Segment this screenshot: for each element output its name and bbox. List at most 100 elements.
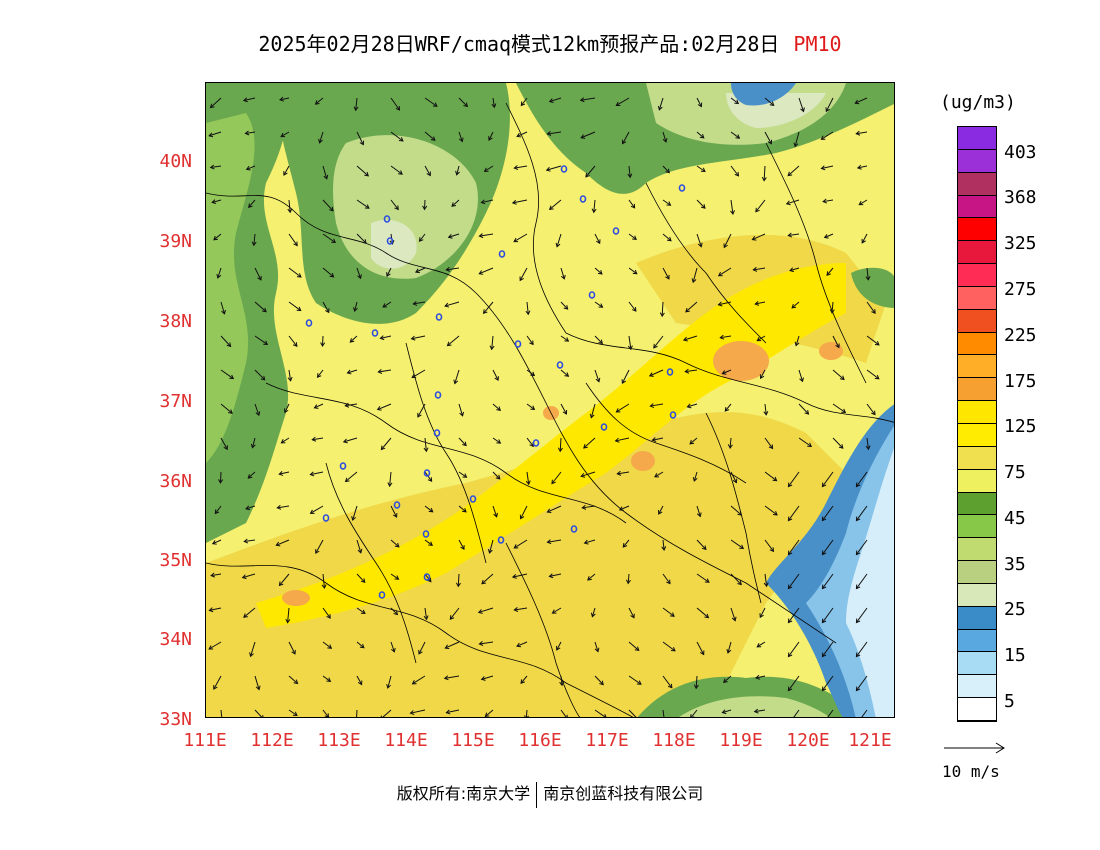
wind-reference-label: 10 m/s xyxy=(942,762,1000,781)
wind-arrow-head xyxy=(329,206,334,212)
wind-arrow xyxy=(520,97,528,106)
wind-arrow-head xyxy=(426,171,431,177)
wind-arrow xyxy=(760,369,766,379)
footer-separator xyxy=(536,781,538,808)
legend-level: 5 xyxy=(1004,691,1015,712)
wind-arrow-head xyxy=(228,409,233,414)
legend-level: 25 xyxy=(1004,599,1026,620)
wind-arrow-head xyxy=(734,99,740,105)
wind-arrow xyxy=(390,539,400,548)
wind-arrow-head xyxy=(772,476,778,482)
wind-arrow-head xyxy=(685,307,690,313)
wind-arrow xyxy=(696,539,707,550)
lon-label-120e: 120E xyxy=(786,730,830,751)
wind-arrow xyxy=(514,607,528,611)
wind-arrow-head xyxy=(630,203,636,209)
wind-arrow xyxy=(619,505,630,511)
wind-arrow xyxy=(628,607,635,618)
wind-arrow-head xyxy=(449,615,455,620)
wind-arrow-head xyxy=(794,341,800,347)
wind-arrow xyxy=(764,573,768,587)
wind-arrow xyxy=(696,165,706,172)
wind-arrow xyxy=(798,403,809,415)
station-marker xyxy=(386,237,394,245)
wind-arrow xyxy=(662,199,671,206)
station-marker xyxy=(423,469,431,477)
wind-arrow-head xyxy=(353,307,358,313)
wind-arrow-head xyxy=(564,337,570,342)
wind-arrow xyxy=(356,709,358,717)
wind-arrow xyxy=(276,539,290,546)
wind-arrow xyxy=(446,709,460,714)
wind-arrow xyxy=(220,335,232,347)
orange-spot xyxy=(713,341,769,381)
wind-arrow-head xyxy=(481,579,487,585)
wind-arrow-head xyxy=(670,612,675,617)
wind-arrow xyxy=(322,573,325,589)
wind-arrow-head xyxy=(752,266,758,272)
wind-arrow xyxy=(217,267,222,279)
wind-arrow-head xyxy=(756,643,762,648)
wind-arrow-head xyxy=(662,137,668,143)
orange-spot xyxy=(631,451,655,471)
wind-arrow-head xyxy=(411,680,417,685)
wind-arrow-head xyxy=(855,686,861,692)
wind-arrow-head xyxy=(243,538,249,544)
wind-arrow-head xyxy=(731,616,737,622)
wind-arrow xyxy=(683,335,698,341)
legend-unit: (ug/m3) xyxy=(940,92,1016,113)
wind-arrow xyxy=(730,199,734,215)
wind-arrow-head xyxy=(721,370,727,375)
wind-arrow xyxy=(628,267,638,275)
map-panel[interactable] xyxy=(205,82,895,718)
wind-arrow-head xyxy=(630,613,635,619)
wind-arrow xyxy=(662,675,673,689)
wind-arrow-head xyxy=(667,683,673,689)
colorbar-segment xyxy=(958,492,996,516)
wind-arrow-head xyxy=(595,377,601,383)
wind-arrow-head xyxy=(525,480,531,486)
light-green-south xyxy=(679,696,829,717)
wind-arrow xyxy=(242,573,256,579)
wind-arrow xyxy=(526,301,529,315)
wind-arrow-head xyxy=(245,505,251,511)
wind-arrow xyxy=(444,675,460,679)
wind-arrow xyxy=(793,709,800,717)
wind-arrow xyxy=(525,709,528,717)
wind-arrow xyxy=(658,97,664,110)
wind-arrow-head xyxy=(682,336,688,342)
station-marker xyxy=(423,573,431,581)
wind-arrow xyxy=(594,233,601,244)
station-marker xyxy=(378,591,386,599)
wind-arrow-head xyxy=(871,410,876,416)
wind-arrow-head xyxy=(364,204,370,209)
pm10-map[interactable] xyxy=(206,83,895,718)
wind-arrow-head xyxy=(855,516,861,522)
wind-arrow-head xyxy=(598,303,604,308)
colorbar-segment xyxy=(958,515,996,539)
wind-arrow xyxy=(387,675,392,689)
wind-arrow-head xyxy=(787,686,793,692)
wind-arrow-head xyxy=(632,269,638,275)
wind-arrow-head xyxy=(320,342,326,347)
wind-arrow xyxy=(560,709,567,717)
wind-arrow-head xyxy=(428,507,434,513)
wind-arrow xyxy=(526,437,534,447)
wind-arrow xyxy=(856,505,868,521)
wind-arrow xyxy=(352,505,358,521)
wind-arrow-head xyxy=(296,273,302,278)
wind-arrow-head xyxy=(445,709,451,715)
wind-arrow-head xyxy=(581,504,587,510)
colorbar-segment xyxy=(958,401,996,424)
wind-arrow xyxy=(755,301,766,305)
wind-arrow xyxy=(582,505,596,509)
wind-arrow-head xyxy=(414,268,420,274)
wind-arrow-head xyxy=(789,267,795,273)
wind-arrow-head xyxy=(293,241,298,247)
wind-arrow-head xyxy=(622,542,628,548)
wind-arrow xyxy=(424,607,428,620)
colorbar-segment xyxy=(958,241,996,265)
wind-arrow xyxy=(356,573,366,583)
wind-arrow xyxy=(321,335,324,347)
wind-arrow xyxy=(454,369,460,384)
